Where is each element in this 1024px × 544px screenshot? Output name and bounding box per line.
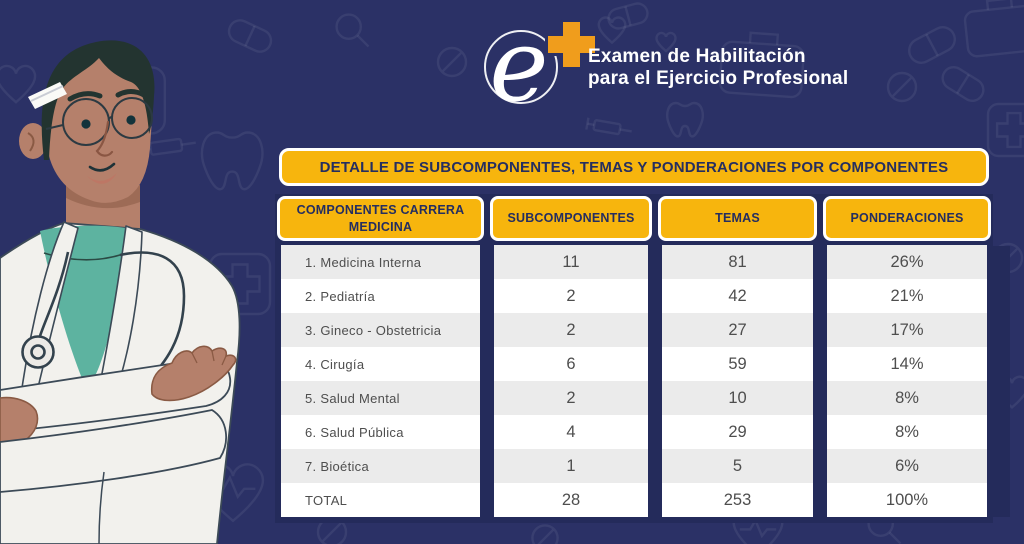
capsule-icon [605, 0, 651, 32]
plus-icon [545, 19, 598, 70]
eye [126, 115, 136, 125]
table-cell: 8% [827, 381, 987, 415]
tablet-icon [531, 524, 559, 544]
table-cell: 2. Pediatría [281, 279, 480, 313]
table-cell: 6. Salud Pública [281, 415, 480, 449]
table-cell: 11 [494, 245, 648, 279]
table-cell: 27 [662, 313, 813, 347]
table-cell: 14% [827, 347, 987, 381]
doctor-illustration [0, 40, 241, 544]
table-cell: 5. Salud Mental [281, 381, 480, 415]
capsule-icon [903, 21, 961, 69]
data-table: COMPONENTES CARRERA MEDICINA SUBCOMPONEN… [275, 194, 993, 523]
table-cell-total: 100% [827, 483, 987, 517]
eye [81, 119, 91, 129]
table-cell-total-label: TOTAL [281, 483, 480, 517]
magnifier-icon [335, 13, 370, 48]
table-cell: 59 [662, 347, 813, 381]
banner-title: DETALLE DE SUBCOMPONENTES, TEMAS Y PONDE… [279, 148, 989, 186]
logo-e: e [489, 12, 548, 124]
nose [95, 120, 114, 157]
table-cell: 21% [827, 279, 987, 313]
table-cell: 17% [827, 313, 987, 347]
column-header-ponderaciones: PONDERACIONES [823, 196, 991, 241]
column-header-temas: TEMAS [658, 196, 817, 241]
table-cell: 4 [494, 415, 648, 449]
smile [88, 162, 116, 172]
table-cell: 1. Medicina Interna [281, 245, 480, 279]
table-cell: 2 [494, 279, 648, 313]
eyebrow [115, 89, 147, 98]
table-header-row: COMPONENTES CARRERA MEDICINA SUBCOMPONEN… [277, 196, 991, 241]
table-cell: 42 [662, 279, 813, 313]
tablet-icon [436, 46, 468, 78]
eyebrow [67, 91, 103, 102]
hand [150, 345, 237, 402]
table-cell: 81 [662, 245, 813, 279]
logo-circle [484, 30, 558, 104]
table-cell: 29 [662, 415, 813, 449]
capsule-icon [937, 61, 989, 107]
table-cell: 10 [662, 381, 813, 415]
table-cell: 6% [827, 449, 987, 483]
face [43, 49, 154, 203]
briefcase-icon [961, 0, 1024, 59]
table-cell: 5 [662, 449, 813, 483]
table-cell-total: 28 [494, 483, 648, 517]
table-shadow [993, 246, 1010, 517]
crossed-arms [0, 345, 237, 544]
table-cell: 6 [494, 347, 648, 381]
logo-line1: Examen de Habilitación [588, 46, 806, 67]
table-cell: 2 [494, 313, 648, 347]
logo-line2: para el Ejercicio Profesional [588, 68, 849, 89]
tablet-icon [886, 71, 918, 103]
column-header-subcomponentes: SUBCOMPONENTES [490, 196, 652, 241]
column-header-componentes: COMPONENTES CARRERA MEDICINA [277, 196, 484, 241]
table-body: 1. Medicina Interna 11 81 26% 2. Pediatr… [277, 245, 991, 517]
table-cell: 26% [827, 245, 987, 279]
tooth-icon [666, 101, 704, 138]
table-cell: 2 [494, 381, 648, 415]
hair [41, 40, 155, 160]
table-cell: 3. Gineco - Obstetricia [281, 313, 480, 347]
table-cell: 4. Cirugía [281, 347, 480, 381]
table-cell: 8% [827, 415, 987, 449]
logo: e [484, 12, 598, 124]
logo-wordmark: Examen de Habilitación para el Ejercicio… [588, 46, 848, 90]
first-aid-cross-icon [986, 102, 1024, 158]
table-cell: 1 [494, 449, 648, 483]
table-cell-total: 253 [662, 483, 813, 517]
table-cell: 7. Bioética [281, 449, 480, 483]
